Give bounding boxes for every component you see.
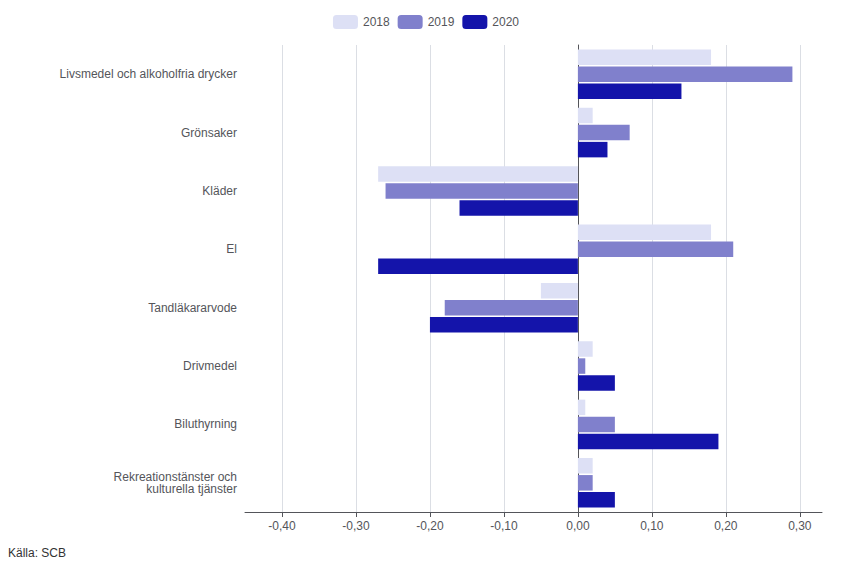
svg-text:2018: 2018 [363,15,390,29]
svg-text:Kläder: Kläder [202,184,237,198]
svg-text:El: El [226,242,237,256]
svg-text:2019: 2019 [428,15,455,29]
svg-text:Tandläkararvode: Tandläkararvode [148,301,237,315]
svg-text:Rekreationstänster och: Rekreationstänster och [113,469,237,484]
svg-text:kulturella tjänster: kulturella tjänster [146,482,237,496]
svg-text:-0,30: -0,30 [342,519,370,533]
svg-text:Biluthyrning: Biluthyrning [174,417,237,431]
svg-text:Drivmedel: Drivmedel [183,359,237,373]
svg-text:0,10: 0,10 [640,519,664,533]
svg-text:Livsmedel och alkoholfria dryc: Livsmedel och alkoholfria drycker [60,67,237,81]
svg-text:0,30: 0,30 [788,519,812,533]
svg-text:-0,20: -0,20 [416,519,444,533]
svg-text:Grönsaker: Grönsaker [181,126,237,140]
svg-text:2020: 2020 [492,15,519,29]
svg-text:Källa: SCB: Källa: SCB [8,546,66,560]
svg-text:0,20: 0,20 [714,519,738,533]
svg-text:-0,10: -0,10 [490,519,518,533]
svg-text:0,00: 0,00 [566,519,590,533]
svg-text:-0,40: -0,40 [268,519,296,533]
